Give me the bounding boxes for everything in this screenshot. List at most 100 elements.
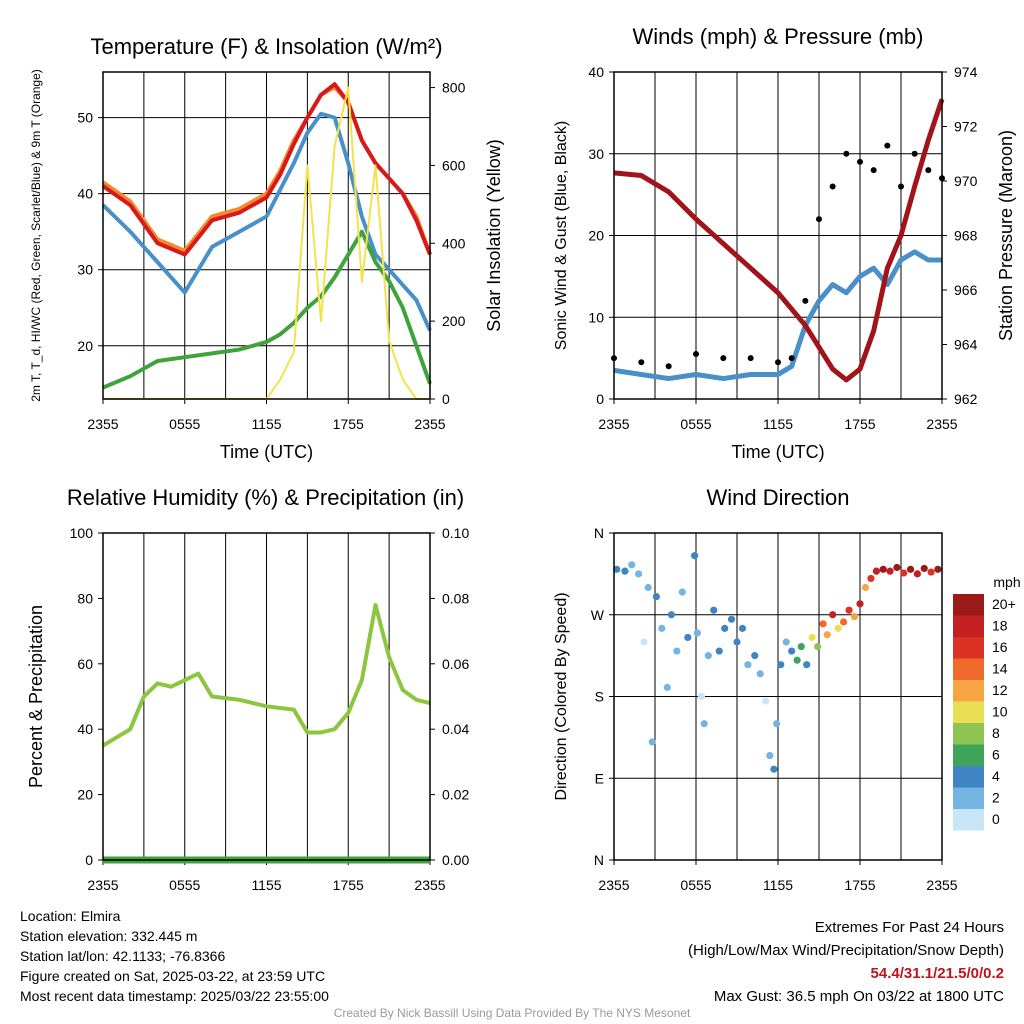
legend-label: 12 bbox=[992, 682, 1008, 698]
direction-point bbox=[850, 612, 859, 621]
x-tick-label: 2355 bbox=[926, 877, 957, 893]
gust-point bbox=[775, 359, 781, 366]
legend-swatch bbox=[953, 658, 984, 680]
x-tick-label: 0555 bbox=[680, 416, 711, 432]
direction-point bbox=[684, 633, 692, 642]
y-tick-label: 80 bbox=[77, 590, 93, 606]
direction-point bbox=[834, 624, 842, 632]
direction-point bbox=[700, 720, 708, 728]
y-tick-label: 10 bbox=[588, 309, 604, 325]
y-tick-label: 40 bbox=[77, 721, 93, 737]
y2-tick-label: 966 bbox=[954, 282, 978, 298]
y2-tick-label: 0 bbox=[442, 391, 450, 407]
x-tick-label: 1755 bbox=[844, 416, 875, 432]
y-tick-label: S bbox=[595, 689, 604, 705]
direction-point bbox=[738, 624, 747, 632]
plot-frame bbox=[613, 532, 943, 861]
y-axis-label: Direction (Colored By Speed) bbox=[553, 592, 570, 800]
y2-tick-label: 0.04 bbox=[442, 721, 469, 737]
max-gust: Max Gust: 36.5 mph On 03/22 at 1800 UTC bbox=[713, 988, 1004, 1005]
x-tick-label: 1155 bbox=[251, 416, 281, 432]
gust-point bbox=[693, 351, 699, 358]
station-location: Location: Elmira bbox=[20, 908, 121, 924]
extremes-panel: Extremes For Past 24 Hours (High/Low/Max… bbox=[688, 916, 1004, 1008]
direction-point bbox=[797, 642, 805, 651]
legend-swatch bbox=[953, 787, 984, 809]
y2-tick-label: 970 bbox=[954, 173, 978, 189]
direction-point bbox=[693, 629, 701, 637]
direction-point bbox=[733, 638, 741, 646]
x-tick-label: 1155 bbox=[251, 877, 281, 893]
gust-point bbox=[720, 355, 727, 362]
direction-point bbox=[721, 624, 729, 632]
figure-created: Figure created on Sat, 2025-03-22, at 23… bbox=[20, 968, 326, 984]
x-tick-label: 2355 bbox=[414, 416, 445, 432]
direction-point bbox=[886, 567, 894, 575]
y-tick-label: N bbox=[594, 525, 604, 541]
direction-point bbox=[900, 569, 908, 577]
extremes-subtitle: (High/Low/Max Wind/Precipitation/Snow De… bbox=[688, 942, 1004, 959]
x-tick-label: 1155 bbox=[763, 877, 793, 893]
gust-point bbox=[788, 355, 795, 362]
y2-tick-label: 0.00 bbox=[442, 852, 469, 868]
legend-swatch bbox=[953, 723, 984, 745]
gust-point bbox=[747, 355, 754, 362]
direction-point bbox=[652, 592, 660, 601]
y-tick-label: 60 bbox=[77, 656, 93, 672]
legend-label: 2 bbox=[992, 790, 1000, 806]
y-tick-label: 0 bbox=[596, 391, 604, 407]
legend-label: 18 bbox=[992, 618, 1008, 634]
y-tick-label: W bbox=[591, 607, 605, 623]
credit-line: Created By Nick Bassill Using Data Provi… bbox=[333, 1006, 691, 1020]
y2-tick-label: 962 bbox=[954, 391, 978, 407]
plot-frame bbox=[102, 532, 431, 861]
x-tick-label: 2355 bbox=[598, 877, 629, 893]
series-line-3 bbox=[102, 229, 432, 390]
direction-point bbox=[861, 583, 870, 592]
y2-tick-label: 800 bbox=[442, 80, 466, 96]
direction-point bbox=[710, 606, 718, 614]
recent-timestamp: Most recent data timestamp: 2025/03/22 2… bbox=[20, 988, 329, 1004]
direction-point bbox=[635, 570, 643, 578]
y-tick-label: E bbox=[595, 770, 604, 786]
y-axis-label: Sonic Wind & Gust (Blue, Black) bbox=[553, 121, 570, 350]
direction-point bbox=[845, 606, 853, 614]
gust-point bbox=[802, 297, 809, 304]
x-tick-label: 2355 bbox=[926, 416, 957, 432]
direction-point bbox=[906, 565, 915, 573]
y-axis-label: Percent & Precipitation bbox=[26, 605, 46, 788]
direction-point bbox=[691, 552, 699, 560]
direction-point bbox=[667, 611, 676, 619]
gust-point bbox=[911, 150, 918, 157]
gust-point bbox=[829, 183, 836, 190]
station-elevation: Station elevation: 332.445 m bbox=[20, 928, 198, 944]
y-tick-label: 30 bbox=[588, 146, 604, 162]
direction-point bbox=[782, 638, 790, 646]
station-info: Location: Elmira Station elevation: 332.… bbox=[20, 906, 329, 1006]
direction-point bbox=[766, 751, 774, 760]
legend-label: 20+ bbox=[992, 596, 1016, 612]
y2-tick-label: 0.10 bbox=[442, 525, 469, 541]
legend-swatch bbox=[953, 680, 984, 702]
x-tick-label: 0555 bbox=[680, 877, 711, 893]
y2-tick-label: 0.02 bbox=[442, 787, 469, 803]
x-tick-label: 1755 bbox=[333, 877, 364, 893]
direction-point bbox=[770, 765, 778, 773]
station-latlon: Station lat/lon: 42.1133; -76.8366 bbox=[20, 948, 226, 964]
legend-swatch bbox=[953, 744, 984, 766]
direction-point bbox=[793, 656, 801, 664]
y2-tick-label: 968 bbox=[954, 228, 978, 244]
legend-label: 16 bbox=[992, 639, 1008, 655]
plot-frame bbox=[613, 71, 943, 400]
legend-swatch bbox=[953, 615, 984, 637]
y-tick-label: 30 bbox=[77, 262, 93, 278]
direction-point bbox=[744, 661, 752, 669]
direction-point bbox=[893, 563, 901, 572]
humidity-chart: 2355 0555 1155 1755 2355 0 20 40 60 80 100 0.00 0.02… bbox=[26, 485, 469, 893]
direction-point bbox=[773, 720, 781, 728]
gust-point bbox=[898, 183, 904, 190]
legend-label: 0 bbox=[992, 811, 1000, 827]
y-tick-label: 40 bbox=[588, 64, 604, 80]
series-line-0 bbox=[101, 602, 431, 748]
